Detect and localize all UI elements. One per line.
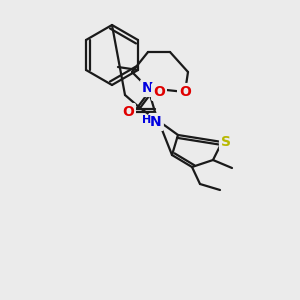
Text: O: O: [179, 85, 191, 99]
Text: N: N: [150, 115, 162, 129]
Text: O: O: [153, 85, 165, 99]
Text: N: N: [142, 81, 154, 95]
Text: H: H: [142, 115, 152, 125]
Text: O: O: [122, 105, 134, 119]
Text: S: S: [221, 135, 231, 149]
